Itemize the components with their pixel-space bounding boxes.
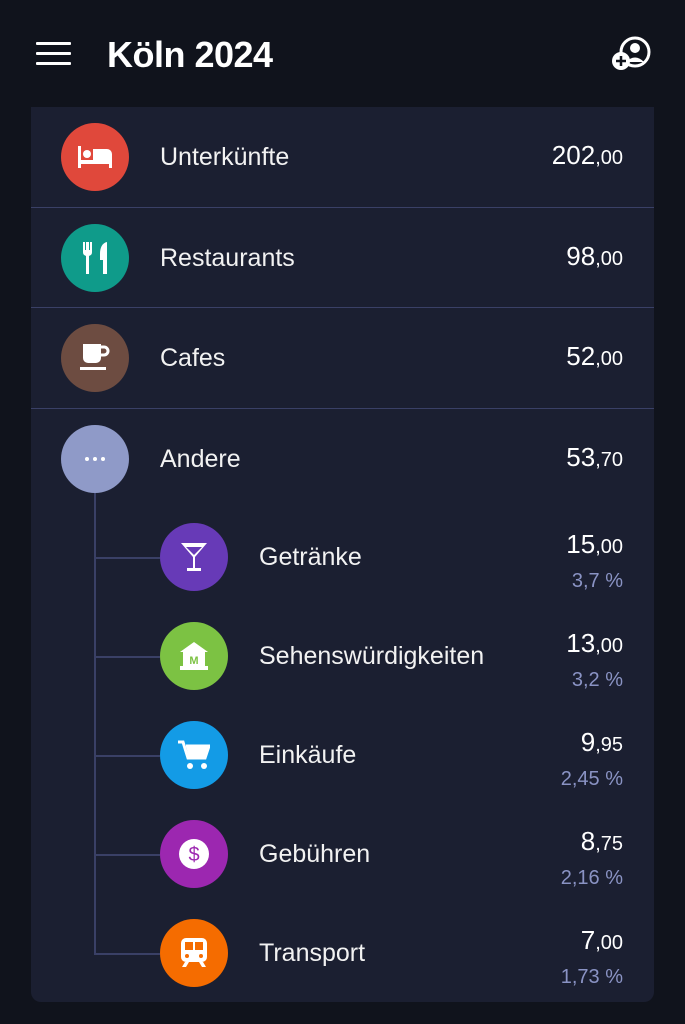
category-amount: 53,70 [566, 442, 623, 473]
category-amount: 202,00 [551, 140, 623, 170]
subcategory-row[interactable]: Transport 7,00 1,73 % [31, 903, 654, 1002]
hamburger-icon [36, 42, 71, 45]
category-row[interactable]: Cafes 52,00 [31, 308, 654, 408]
subcategory-label: Getränke [259, 543, 362, 571]
subcategory-row[interactable]: Getränke 15,00 3,7 % [31, 507, 654, 606]
add-user-button[interactable] [610, 36, 654, 72]
subcategory-percent: 2,45 % [560, 768, 623, 790]
tree-line [94, 492, 96, 954]
subcategory-percent: 3,2 % [571, 669, 623, 691]
category-label: Andere [160, 445, 241, 474]
shopping-cart-icon [160, 721, 228, 789]
subcategory-row[interactable]: Einkäufe 9,95 2,45 % [31, 705, 654, 804]
category-row[interactable]: Andere 53,70 [31, 409, 654, 509]
category-amount: 52,00 [566, 341, 623, 372]
subcategory-row[interactable]: M Sehenswürdigkeiten 13,00 3,2 % [31, 606, 654, 705]
svg-text:$: $ [188, 844, 199, 866]
subcategory-label: Sehenswürdigkeiten [259, 642, 485, 670]
svg-text:M: M [189, 655, 198, 667]
menu-button[interactable] [36, 42, 71, 66]
subcategory-amount: 15,00 [566, 529, 623, 559]
category-row[interactable]: Restaurants 98,00 [31, 208, 654, 308]
subcategory-label: Transport [259, 939, 366, 967]
subcategory-percent: 1,73 % [560, 966, 623, 988]
category-label: Unterkünfte [160, 143, 290, 171]
dollar-icon: $ [160, 820, 228, 888]
cutlery-icon [61, 223, 129, 292]
subcategory-row[interactable]: $ Gebühren 8,75 2,16 % [31, 804, 654, 903]
subcategory-percent: 2,16 % [560, 867, 623, 889]
subcategory-amount: 13,00 [566, 628, 623, 658]
bus-icon [160, 919, 228, 987]
page-title: Köln 2024 [107, 34, 273, 75]
coffee-cup-icon [61, 324, 129, 393]
cocktail-icon [160, 523, 228, 591]
subcategory-percent: 3,7 % [571, 570, 623, 592]
category-list: Unterkünfte 202,00 Restaurants 98,00 Caf… [31, 107, 654, 1002]
subcategory-amount: 8,75 [580, 826, 623, 856]
subcategory-amount: 7,00 [580, 925, 623, 955]
category-amount: 98,00 [566, 240, 623, 271]
museum-icon: M [160, 622, 228, 690]
more-dots-icon [61, 425, 129, 494]
category-row[interactable]: Unterkünfte 202,00 [31, 107, 654, 207]
subcategory-label: Gebühren [259, 840, 371, 868]
subcategory-amount: 9,95 [580, 727, 623, 757]
subcategory-label: Einkäufe [259, 741, 357, 769]
category-label: Cafes [160, 344, 226, 373]
category-label: Restaurants [160, 243, 295, 272]
bed-icon [61, 123, 129, 191]
add-user-icon [612, 36, 651, 70]
